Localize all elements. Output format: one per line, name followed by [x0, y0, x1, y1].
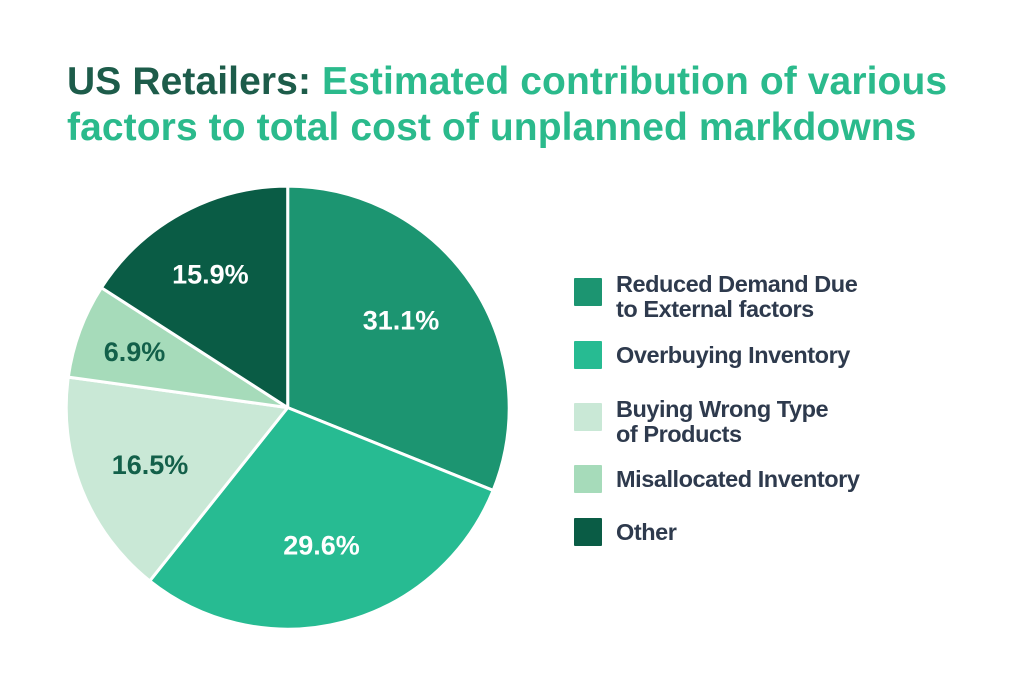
pie-slice [64, 375, 290, 583]
pie-value-label: 31.1% [363, 305, 440, 335]
pie-slice [286, 184, 511, 492]
legend-label: Reduced Demand Due to External factors [616, 271, 858, 322]
pie-value-label: 29.6% [283, 530, 360, 560]
chart-title-emphasis: Estimated contribution of various factor… [67, 60, 948, 149]
legend-label: Misallocated Inventory [616, 465, 860, 492]
legend-item: Misallocated Inventory [574, 465, 860, 493]
legend-label: Overbuying Inventory [616, 341, 850, 368]
chart-title: US Retailers: Estimated contribution of … [67, 59, 987, 150]
pie-slice [99, 184, 290, 410]
pie-value-label: 16.5% [112, 450, 189, 480]
pie-value-label: 15.9% [172, 259, 249, 289]
legend-label: Other [616, 518, 677, 545]
legend-item: Other [574, 518, 677, 546]
pie-value-label: 6.9% [104, 337, 166, 367]
pie-slice [148, 406, 495, 631]
legend-swatch [574, 403, 602, 431]
legend: Reduced Demand Due to External factors O… [574, 0, 994, 688]
legend-item: Overbuying Inventory [574, 341, 850, 369]
legend-swatch [574, 341, 602, 369]
legend-label: Buying Wrong Type of Products [616, 396, 829, 447]
legend-swatch [574, 518, 602, 546]
legend-item: Buying Wrong Type of Products [574, 397, 829, 447]
legend-swatch [574, 465, 602, 493]
legend-swatch [574, 278, 602, 306]
legend-item: Reduced Demand Due to External factors [574, 272, 858, 322]
chart-title-prefix: US Retailers: [67, 60, 322, 103]
